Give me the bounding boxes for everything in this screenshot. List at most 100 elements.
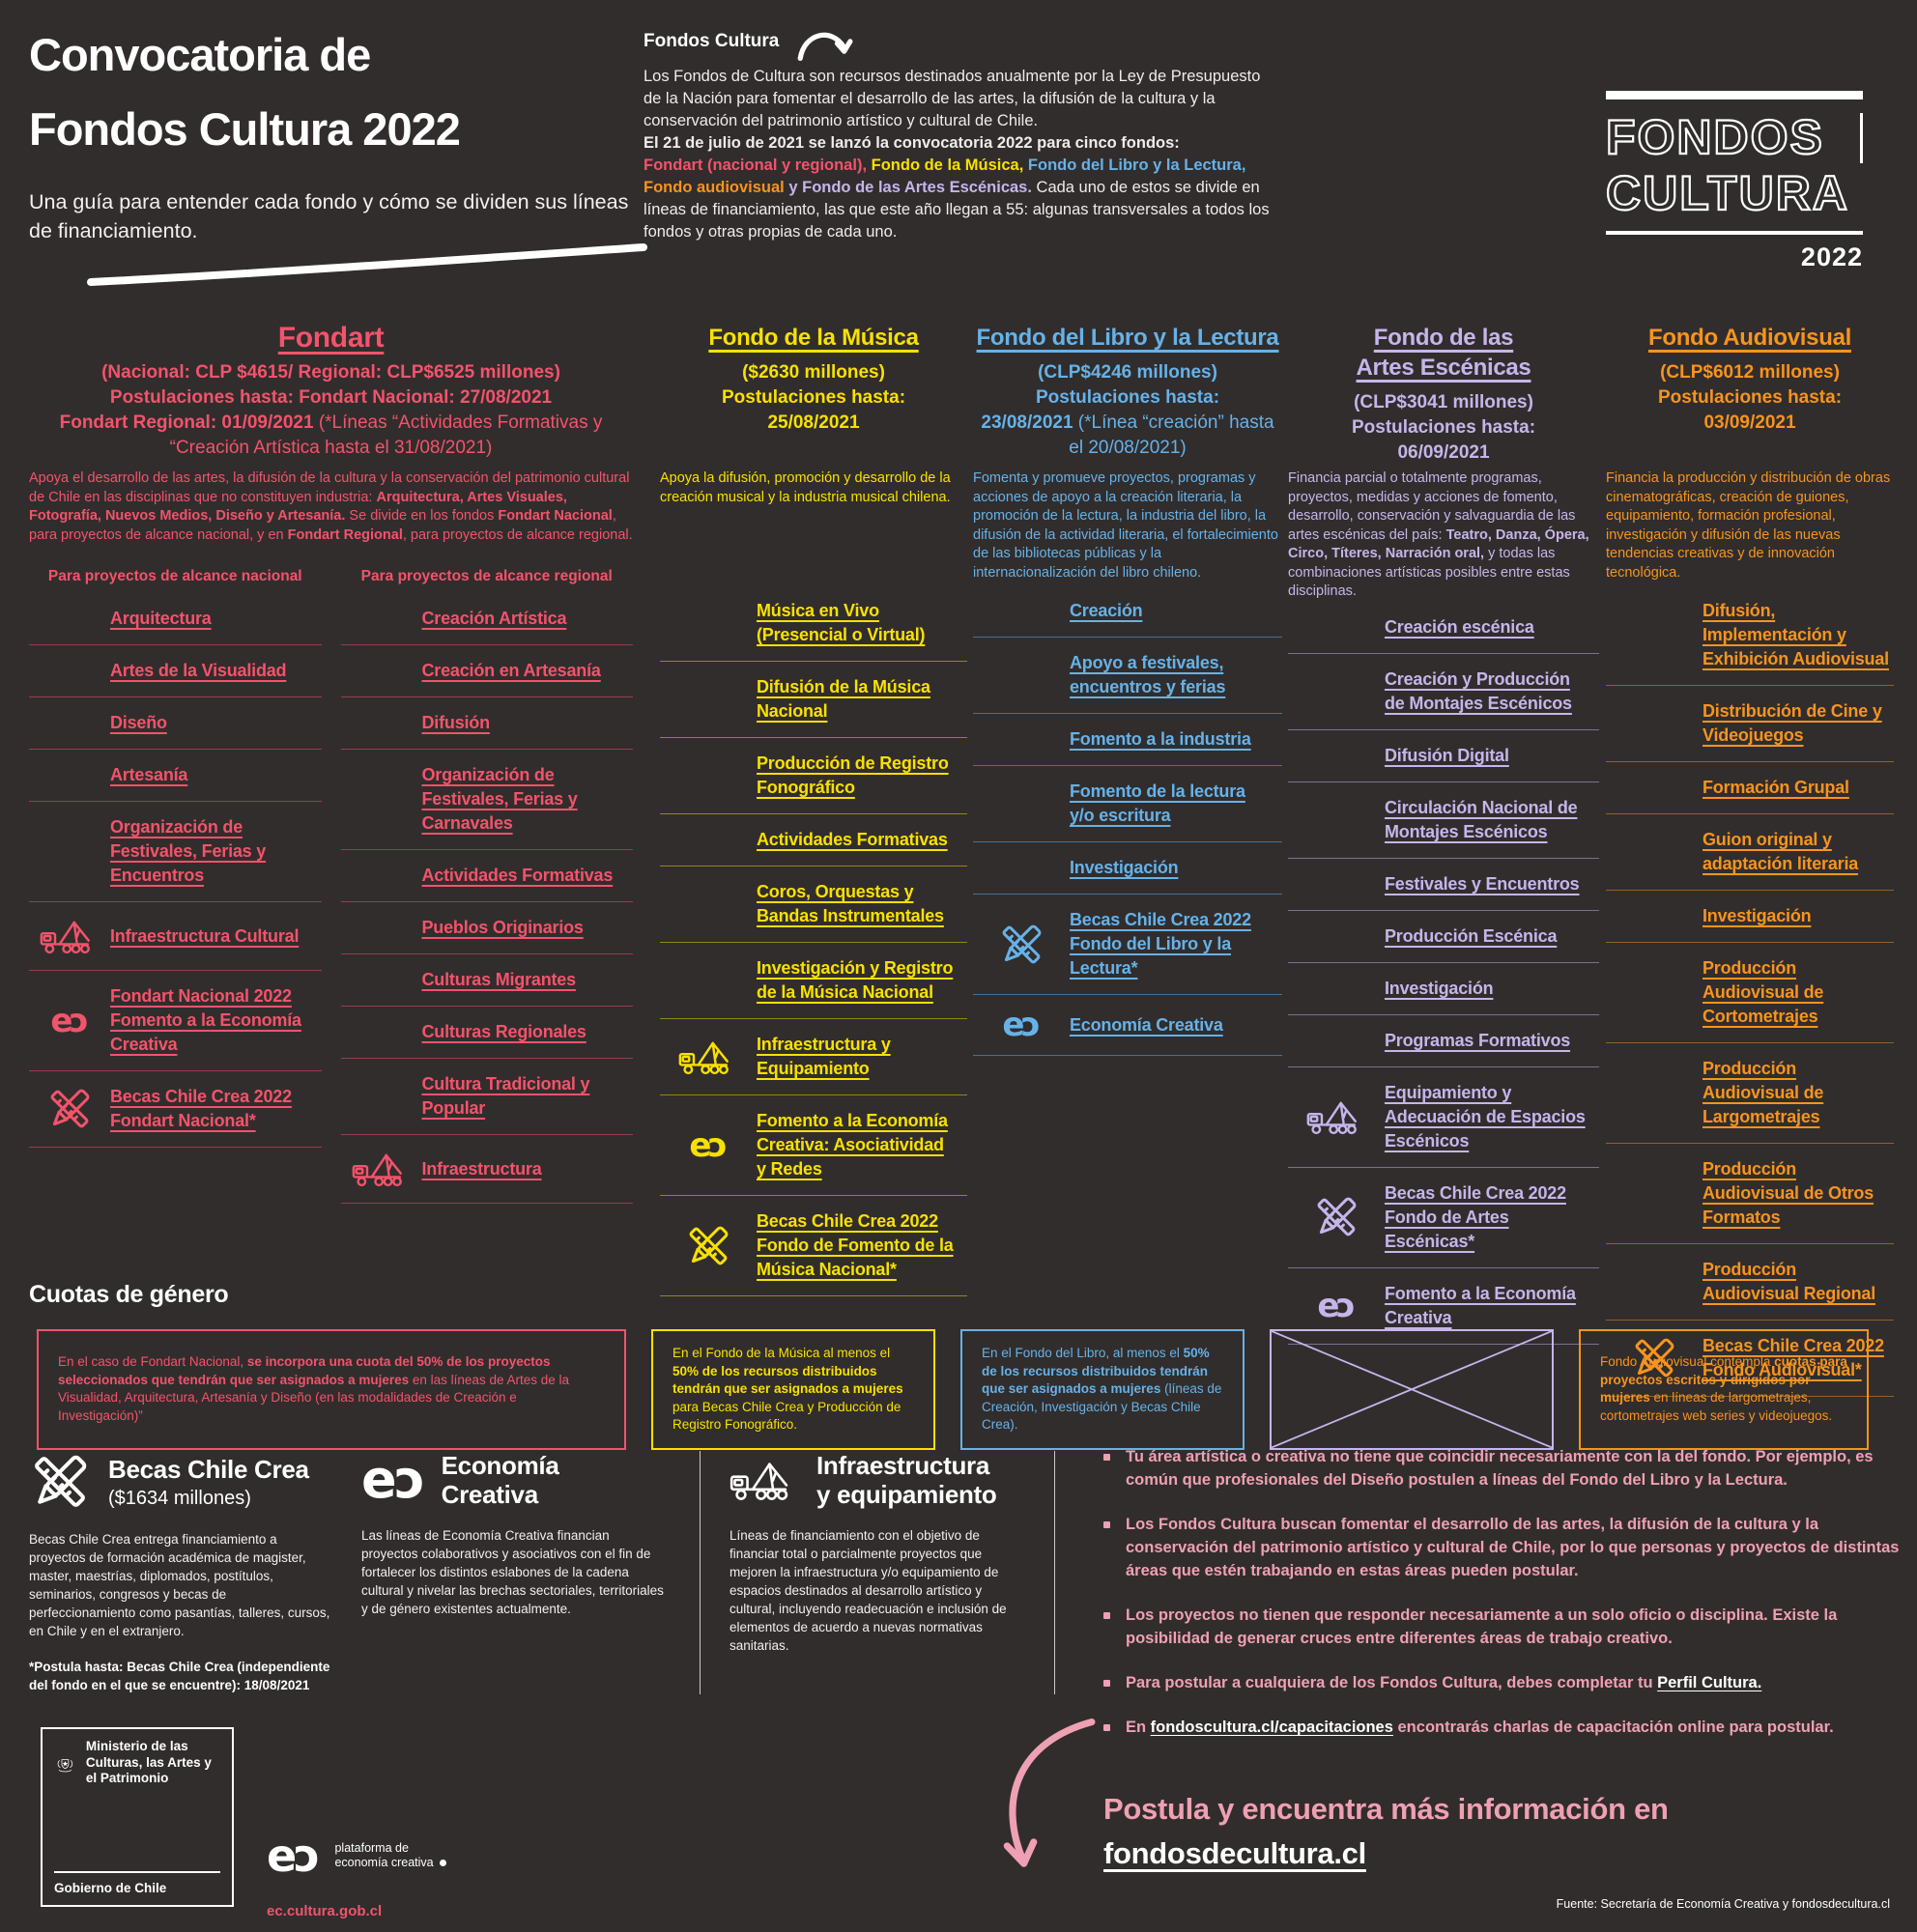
intro-block: Fondos Cultura Los Fondos de Cultura son… <box>644 23 1272 243</box>
pencils-icon <box>1606 1335 1702 1381</box>
cuota-text: En el Fondo del Libro, al menos el 50% d… <box>982 1346 1222 1432</box>
ec-icon: ec <box>1002 1006 1041 1044</box>
fondart-mention: Fondart (nacional y regional), <box>644 156 868 174</box>
ec-icon: ec <box>1317 1286 1356 1325</box>
line-item-label: Fomento a la Economía Creativa: Asociati… <box>757 1111 948 1179</box>
fund-line-item: Actividades Formativas <box>660 814 967 867</box>
line-item-label: Becas Chile Crea 2022 Fondart Nacional* <box>110 1087 292 1130</box>
tip-item: En fondoscultura.cl/capacitaciones encon… <box>1103 1716 1903 1739</box>
fund-line-item: Música en Vivo (Presencial o Virtual) <box>660 585 967 662</box>
pencils-icon <box>660 1223 757 1269</box>
tips-section: Tu área artística o creativa no tiene qu… <box>1103 1445 1903 1760</box>
fund-line-item: Coros, Orquestas y Bandas Instrumentales <box>660 867 967 943</box>
line-item-label: Circulación Nacional de Montajes Escénic… <box>1385 797 1578 841</box>
line-item-label: Difusión <box>421 713 491 732</box>
fund-column-musica: Fondo de la Música ($2630 millones) Postu… <box>660 321 967 1296</box>
fund-line-item: Producción Escénica <box>1288 911 1599 963</box>
fund-header: Fondo de las Artes Escénicas (CLP$3041 mi… <box>1288 323 1599 469</box>
fund-line-item: Producción de Registro Fonográfico <box>660 738 967 814</box>
cuota-audiovisual: Fondo Audiovisual contempla cuotas para … <box>1579 1329 1869 1450</box>
tip-text: Los Fondos Cultura buscan fomentar el de… <box>1126 1516 1900 1579</box>
tip-item: Los Fondos Cultura buscan fomentar el de… <box>1103 1513 1903 1582</box>
brush-underline-icon <box>87 243 647 286</box>
cta-block: Postula y encuentra más información en f… <box>1103 1787 1669 1876</box>
term-subtitle: ($1634 millones) <box>108 1487 251 1509</box>
fund-header: Fondo de la Música ($2630 millones) Postu… <box>660 323 967 469</box>
line-item-label: Producción Audiovisual de Largometrajes <box>1702 1059 1824 1126</box>
fund-line-item: Difusión Digital <box>1288 730 1599 782</box>
fondosdecultura-link[interactable]: fondosdecultura.cl <box>1103 1836 1366 1870</box>
perfil-cultura-link[interactable]: Perfil Cultura. <box>1657 1674 1762 1691</box>
capacitaciones-link[interactable]: fondoscultura.cl/capacitaciones <box>1150 1719 1393 1736</box>
fund-line-item: Fomento de la lectura y/o escritura <box>973 766 1282 842</box>
line-item-label: Producción Audiovisual de Cortometrajes <box>1702 958 1824 1026</box>
fund-line-item: Becas Chile Crea 2022 Fondo de Fomento d… <box>660 1196 967 1296</box>
bullet-icon <box>1103 1454 1110 1461</box>
ec-url-link[interactable]: ec.cultura.gob.cl <box>267 1903 383 1919</box>
line-item-label: Economía Creativa <box>1070 1014 1223 1035</box>
fund-description: Apoya el desarrollo de las artes, la dif… <box>29 470 633 543</box>
bullet-icon <box>1103 1724 1110 1731</box>
fund-header: Fondo Audiovisual (CLP$6012 millones) Pos… <box>1606 323 1894 469</box>
fund-line-item: Difusión <box>340 697 633 750</box>
ec-icon: ec <box>689 1125 728 1165</box>
fund-line-item: Producción Audiovisual de Otros Formatos <box>1606 1144 1894 1244</box>
ec-icon: ec <box>267 1830 320 1882</box>
term-becas-chile-crea: Becas Chile Crea ($1634 millones) Becas … <box>29 1451 330 1694</box>
fund-line-item: Producción Audiovisual de Cortometrajes <box>1606 943 1894 1043</box>
glossary-section: Becas Chile Crea ($1634 millones) Becas … <box>29 1449 1055 1694</box>
line-item-label: Fondart Nacional 2022 Fomento a la Econo… <box>110 986 301 1054</box>
pencils-icon <box>35 1455 87 1507</box>
fund-line-item: Becas Chile Crea 2022 Fondart Nacional* <box>29 1071 322 1148</box>
line-item-label: Infraestructura <box>421 1158 542 1179</box>
bullet-icon <box>1103 1612 1110 1619</box>
fund-line-item: Creación <box>973 585 1282 638</box>
tip-text: Tu área artística o creativa no tiene qu… <box>1126 1448 1874 1489</box>
line-item-label: Difusión de la Música Nacional <box>757 677 930 721</box>
fund-line-item: Producción Audiovisual Regional <box>1606 1244 1894 1321</box>
line-item-label: Creación <box>1070 601 1143 620</box>
crane-icon <box>660 1037 757 1077</box>
cuota-musica: En el Fondo de la Música al menos el 50%… <box>651 1329 935 1450</box>
fund-line-item: Difusión, Implementación y Exhibición Au… <box>1606 585 1894 686</box>
term-title: Infraestructura y equipamiento <box>816 1451 997 1509</box>
line-item-label: Becas Chile Crea 2022 Fondo de Artes Esc… <box>1385 1182 1566 1251</box>
fund-line-item: Becas Chile Crea 2022 Fondo del Libro y … <box>973 895 1282 995</box>
fund-name: Fondo del Libro y la Lectura <box>976 325 1279 351</box>
musica-mention: Fondo de la Música, <box>871 156 1024 174</box>
fund-name: Fondo de las Artes Escénicas <box>1356 325 1531 381</box>
line-item-label: Culturas Migrantes <box>421 970 577 989</box>
fund-name: Fondo de la Música <box>708 325 919 351</box>
pencils-icon <box>1288 1194 1385 1240</box>
line-item-label: Infraestructura y Equipamiento <box>757 1035 891 1078</box>
line-item-label: Actividades Formativas <box>421 866 614 885</box>
cta-text: Postula y encuentra más información en <box>1103 1792 1669 1826</box>
gobierno-de-chile: Gobierno de Chile <box>54 1871 220 1895</box>
fund-line-item: ec Fomento a la Economía Creativa <box>1288 1268 1599 1345</box>
fund-line-item: Infraestructura Cultural <box>29 902 322 971</box>
fund-line-item: Apoyo a festivales, encuentros y ferias <box>973 638 1282 714</box>
term-note: *Postula hasta: Becas Chile Crea (indepe… <box>29 1660 330 1692</box>
line-item-label: Artesanía <box>110 765 188 784</box>
fund-line-item: Distribución de Cine y Videojuegos <box>1606 686 1894 762</box>
term-description: Becas Chile Crea entrega financiamiento … <box>29 1532 330 1638</box>
fund-line-item: Circulación Nacional de Montajes Escénic… <box>1288 782 1599 859</box>
fondart-national-subtitle: Para proyectos de alcance nacional <box>47 568 302 584</box>
fund-name: Fondart <box>277 322 385 354</box>
fund-line-item: Creación Artística <box>340 593 633 645</box>
fund-name: Fondo Audiovisual <box>1648 325 1851 351</box>
line-item-label: Distribución de Cine y Videojuegos <box>1702 701 1882 745</box>
fund-line-item: Culturas Migrantes <box>340 954 633 1007</box>
fund-line-item: Fomento a la industria <box>973 714 1282 766</box>
line-item-label: Diseño <box>110 713 167 732</box>
fund-description: Apoya la difusión, promoción y desarroll… <box>660 470 951 505</box>
line-item-label: Difusión Digital <box>1385 745 1509 765</box>
libro-list: Creación Apoyo a festivales, encuentros … <box>973 585 1282 1056</box>
term-economia-creativa: ec Economía Creativa Las líneas de Econo… <box>361 1449 669 1694</box>
fund-meta: (CLP$3041 millones) Postulaciones hasta: 0… <box>1351 392 1536 463</box>
fund-line-item: Diseño <box>29 697 322 750</box>
fondart-regional-subtitle: Para proyectos de alcance regional <box>360 568 613 584</box>
fund-column-fondart: Fondart (Nacional: CLP $4615/ Regional: … <box>29 321 633 1204</box>
fondart-regional-list: Creación Artística Creación en Artesanía… <box>340 593 633 1204</box>
audiovisual-list: Difusión, Implementación y Exhibición Au… <box>1606 585 1894 1397</box>
